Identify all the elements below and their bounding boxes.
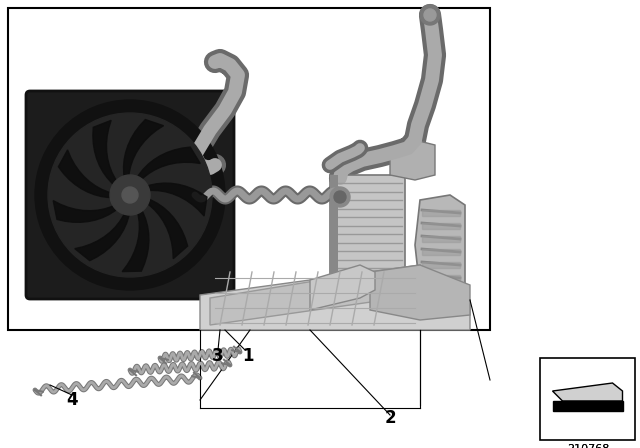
Polygon shape	[122, 207, 149, 271]
Circle shape	[48, 113, 212, 277]
Circle shape	[110, 175, 150, 215]
Text: 210768: 210768	[567, 444, 609, 448]
Polygon shape	[58, 150, 115, 198]
Circle shape	[122, 187, 138, 203]
Bar	[8, 8, 490, 330]
Circle shape	[424, 9, 436, 21]
Text: 3: 3	[212, 347, 224, 365]
Text: 1: 1	[243, 347, 253, 365]
Polygon shape	[143, 198, 188, 258]
Polygon shape	[390, 140, 435, 180]
Polygon shape	[415, 195, 465, 295]
Circle shape	[330, 187, 350, 207]
Polygon shape	[370, 265, 470, 320]
Circle shape	[35, 100, 225, 290]
Polygon shape	[552, 383, 623, 401]
Polygon shape	[124, 120, 164, 181]
Polygon shape	[210, 272, 420, 325]
Polygon shape	[200, 265, 470, 330]
Bar	[422, 275, 460, 281]
Polygon shape	[143, 183, 207, 216]
Polygon shape	[53, 201, 120, 222]
Bar	[540, 358, 635, 440]
Polygon shape	[310, 265, 375, 310]
FancyBboxPatch shape	[26, 91, 234, 299]
Polygon shape	[75, 210, 130, 261]
Circle shape	[334, 191, 346, 203]
Bar	[422, 210, 460, 216]
Bar	[422, 236, 460, 242]
Circle shape	[420, 5, 440, 25]
Bar	[330, 175, 338, 285]
Bar	[422, 223, 460, 229]
Text: 210768: 210768	[567, 444, 609, 448]
Text: 4: 4	[66, 391, 78, 409]
Bar	[422, 249, 460, 255]
Polygon shape	[93, 121, 119, 188]
Bar	[422, 262, 460, 268]
Polygon shape	[135, 147, 200, 183]
Bar	[330, 175, 405, 285]
Polygon shape	[552, 401, 623, 411]
Text: 2: 2	[384, 409, 396, 427]
